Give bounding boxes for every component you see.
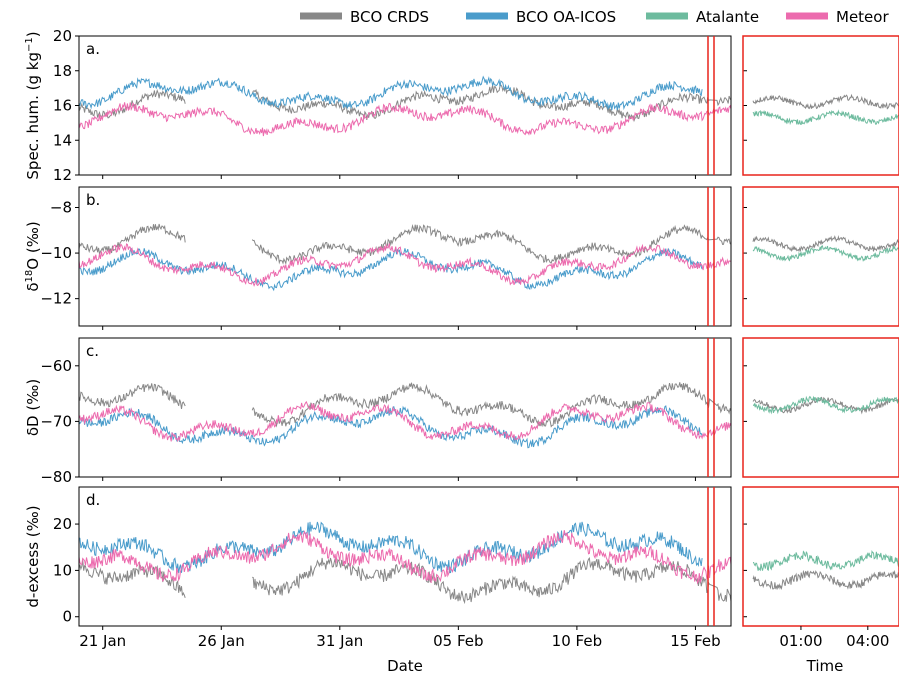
zoom-series-bco-crds-panel-1: [752, 235, 899, 253]
x-tick-label-1: 26 Jan: [198, 632, 245, 650]
panel-label-2: c.: [86, 342, 99, 360]
panel-frame-2: [78, 337, 732, 478]
x-tick-label-4: 10 Feb: [552, 632, 602, 650]
y-tick-label-1-1: −10: [40, 244, 72, 262]
x-tick-label-2: 31 Jan: [316, 632, 363, 650]
y-tick-label-0-4: 20: [53, 27, 72, 45]
series-meteor-panel-3: [79, 530, 731, 585]
x-tick-label-0: 21 Jan: [79, 632, 126, 650]
series-meteor-panel-0: [79, 102, 731, 137]
zoom-frame-2: [742, 337, 899, 478]
panel-label-0: a.: [86, 40, 100, 58]
panel-frame-0: [78, 35, 732, 176]
x-tick-label-5: 15 Feb: [670, 632, 720, 650]
zoom-series-atalante-panel-3: [752, 550, 899, 572]
y-tick-label-0-3: 18: [53, 62, 72, 80]
panel-2: c. −80 −70 −60 δD (‰): [24, 337, 899, 486]
y-label-main-3: d-excess (‰): [24, 505, 42, 607]
series-bco-oa-icos-panel-0: [79, 75, 703, 111]
panel-3: d. 0 10 20 d-excess (‰): [24, 486, 899, 630]
y-tick-label-2-1: −70: [40, 412, 72, 430]
zoom-series-bco-crds-panel-0: [752, 93, 899, 110]
y-axis-label-2: δD (‰): [24, 379, 42, 436]
zoom-series-atalante-panel-0: [752, 109, 899, 126]
panel-frame-1: [78, 186, 732, 327]
legend-label-0: BCO CRDS: [350, 8, 429, 26]
y-label-main-1: δ: [24, 282, 42, 291]
y-tick-label-3-2: 20: [53, 515, 72, 533]
x-tick-label-3: 05 Feb: [433, 632, 483, 650]
series-bco-oa-icos-panel-3: [79, 521, 703, 574]
series-bco-oa-icos-panel-1: [79, 247, 703, 292]
zoom-frame-3: [742, 486, 899, 627]
y-axis-label-1: δ18O (‰): [24, 221, 42, 291]
y-tick-label-1-2: −8: [50, 199, 72, 217]
x-axis-label-date: Date: [387, 657, 423, 675]
series-bco-crds-panel-3: [79, 560, 186, 598]
series-bco-crds-panel-1: [251, 223, 731, 266]
panel-label-3: d.: [86, 491, 100, 509]
series-meteor-panel-1: [79, 243, 731, 287]
zoom-series-bco-crds-panel-3: [752, 569, 899, 591]
x-axis-label-time: Time: [806, 657, 844, 675]
legend: BCO CRDS BCO OA-ICOS Atalante Meteor: [300, 8, 889, 26]
series-meteor-panel-2: [79, 400, 731, 443]
y-tick-label-3-0: 0: [62, 608, 72, 626]
panel-0: a. 12 14 16 18 20 Spec. hum. (g kg−1): [24, 27, 899, 184]
x-axes: Date Time 21 Jan 26 Jan 31 Jan 05 Feb 10 Feb…: [79, 626, 889, 675]
y-label-sup-0: −1: [24, 37, 35, 52]
panel-label-1: b.: [86, 191, 100, 209]
y-tick-label-2-2: −60: [40, 357, 72, 375]
y-label-tail-1: O (‰): [24, 221, 42, 269]
series-bco-crds-panel-2: [79, 383, 186, 409]
panel-frame-3: [78, 486, 732, 627]
zoom-frame-1: [742, 186, 899, 327]
y-axis-label-0: Spec. hum. (g kg−1): [24, 31, 42, 179]
y-tick-label-1-0: −12: [40, 290, 72, 308]
y-label-main-2: δD (‰): [24, 379, 42, 436]
zoom-series-atalante-panel-2: [752, 395, 899, 415]
y-axis-label-3: d-excess (‰): [24, 505, 42, 607]
legend-label-1: BCO OA-ICOS: [516, 8, 616, 26]
legend-label-3: Meteor: [836, 8, 889, 26]
y-tick-label-0-2: 16: [53, 97, 72, 115]
series-bco-crds-panel-1: [79, 223, 186, 255]
y-label-sup-1: 18: [24, 270, 35, 283]
y-tick-label-3-1: 10: [53, 561, 72, 579]
y-tick-label-2-0: −80: [40, 468, 72, 486]
y-tick-label-0-1: 14: [53, 131, 72, 149]
zoom-frame-0: [742, 35, 899, 176]
series-bco-crds-panel-0: [79, 88, 186, 119]
y-label-tail-0: ): [24, 31, 42, 37]
y-label-main-0: Spec. hum. (g kg: [24, 52, 42, 180]
panel-1: b. −12 −10 −8 δ18O (‰): [24, 186, 899, 330]
series-bco-crds-panel-3: [252, 556, 731, 605]
y-tick-label-0-0: 12: [53, 166, 72, 184]
series-bco-crds-panel-2: [251, 382, 731, 428]
zoom-series-atalante-panel-1: [752, 244, 899, 262]
zoom-x-tick-label-0: 01:00: [779, 632, 822, 650]
legend-label-2: Atalante: [696, 8, 759, 26]
zoom-x-tick-label-1: 04:00: [846, 632, 889, 650]
